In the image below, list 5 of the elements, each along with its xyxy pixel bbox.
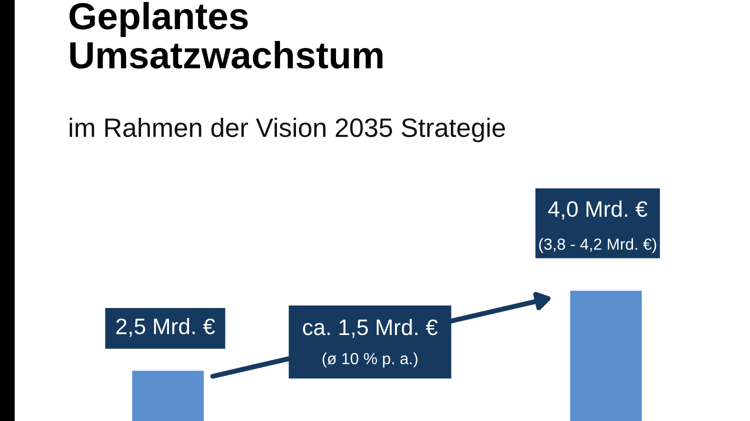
data-label: 4,0 Mrd. € (3,8 - 4,2 Mrd. €)	[539, 200, 656, 253]
chart-title: Geplantes Umsatzwachstum	[70, 2, 382, 69]
data-label: 2,5 Mrd. €	[116, 318, 215, 337]
annotation: ca. 1,5 Mrd. € (ø 10 % p. a.)	[303, 318, 438, 368]
chart-subtitle: im Rahmen der Vision 2035 Strategie	[70, 118, 505, 142]
